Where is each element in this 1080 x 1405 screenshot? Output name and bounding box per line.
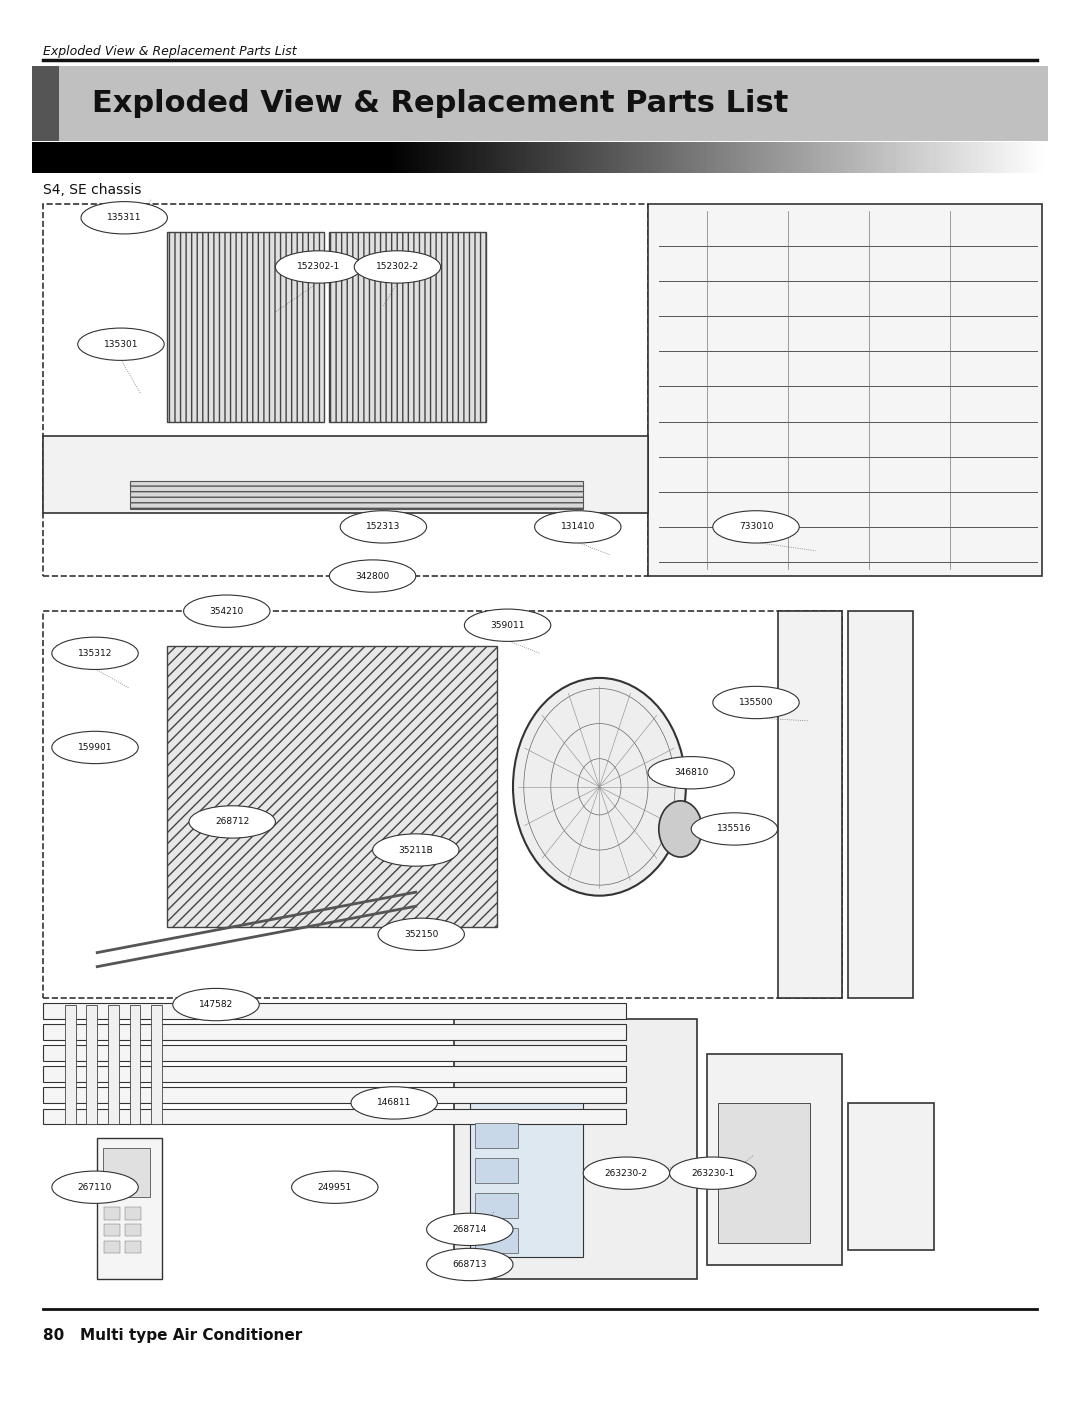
Text: 159901: 159901 <box>78 743 112 752</box>
Text: 135516: 135516 <box>717 825 752 833</box>
Text: 131410: 131410 <box>561 523 595 531</box>
Text: 733010: 733010 <box>739 523 773 531</box>
Bar <box>475 1193 518 1218</box>
Ellipse shape <box>78 329 164 361</box>
Bar <box>97 1138 162 1279</box>
Bar <box>104 1224 120 1236</box>
Ellipse shape <box>354 250 441 284</box>
Bar <box>125 1224 141 1236</box>
Bar <box>848 1103 934 1250</box>
Bar <box>43 204 648 576</box>
Text: 146811: 146811 <box>377 1099 411 1107</box>
Bar <box>103 1148 150 1197</box>
Text: 135312: 135312 <box>78 649 112 658</box>
Ellipse shape <box>513 679 686 896</box>
Bar <box>475 1158 518 1183</box>
Ellipse shape <box>275 250 362 284</box>
Bar <box>470 1096 583 1257</box>
Text: 152302-2: 152302-2 <box>376 263 419 271</box>
Text: 80   Multi type Air Conditioner: 80 Multi type Air Conditioner <box>43 1328 302 1343</box>
Ellipse shape <box>189 806 275 837</box>
Bar <box>151 1005 162 1124</box>
Ellipse shape <box>583 1158 670 1189</box>
Bar <box>130 1005 140 1124</box>
Bar <box>104 1241 120 1253</box>
Bar <box>43 1066 626 1082</box>
Text: 263230-1: 263230-1 <box>691 1169 734 1177</box>
Text: 135311: 135311 <box>107 214 141 222</box>
Ellipse shape <box>659 801 702 857</box>
Text: 359011: 359011 <box>490 621 525 629</box>
Text: 352150: 352150 <box>404 930 438 939</box>
Bar <box>475 1123 518 1148</box>
Text: 668713: 668713 <box>453 1260 487 1269</box>
Bar <box>43 1045 626 1061</box>
Ellipse shape <box>427 1213 513 1246</box>
FancyBboxPatch shape <box>32 66 59 140</box>
Bar <box>648 204 1042 576</box>
Ellipse shape <box>427 1249 513 1281</box>
Text: Indoor Unit: Indoor Unit <box>54 149 168 166</box>
Ellipse shape <box>378 919 464 951</box>
Text: 152302-1: 152302-1 <box>297 263 340 271</box>
Text: 346810: 346810 <box>674 769 708 777</box>
Ellipse shape <box>52 731 138 764</box>
Bar <box>475 1228 518 1253</box>
Bar <box>125 1207 141 1220</box>
Text: 268712: 268712 <box>215 818 249 826</box>
Bar <box>108 1005 119 1124</box>
Ellipse shape <box>535 511 621 544</box>
Ellipse shape <box>81 202 167 235</box>
Bar <box>130 481 583 509</box>
Text: Exploded View & Replacement Parts List: Exploded View & Replacement Parts List <box>92 89 788 118</box>
Bar <box>718 1103 810 1243</box>
Ellipse shape <box>713 511 799 544</box>
Text: 354210: 354210 <box>210 607 244 615</box>
Text: 35211B: 35211B <box>399 846 433 854</box>
Ellipse shape <box>713 687 799 719</box>
Ellipse shape <box>340 511 427 544</box>
Text: Exploded View & Replacement Parts List: Exploded View & Replacement Parts List <box>43 45 297 58</box>
Ellipse shape <box>173 989 259 1020</box>
Ellipse shape <box>52 638 138 670</box>
Ellipse shape <box>184 596 270 628</box>
Bar <box>104 1207 120 1220</box>
Bar <box>43 1024 626 1040</box>
Ellipse shape <box>52 1172 138 1203</box>
Bar <box>454 1019 697 1279</box>
Bar <box>848 611 913 998</box>
Text: 263230-2: 263230-2 <box>605 1169 648 1177</box>
Text: S4, SE chassis: S4, SE chassis <box>43 183 141 197</box>
Text: 135301: 135301 <box>104 340 138 348</box>
Text: 267110: 267110 <box>78 1183 112 1191</box>
Text: 268714: 268714 <box>453 1225 487 1234</box>
Bar <box>43 436 648 513</box>
Bar <box>778 611 842 998</box>
Text: 135500: 135500 <box>739 698 773 707</box>
Ellipse shape <box>648 756 734 790</box>
Ellipse shape <box>351 1087 437 1118</box>
Ellipse shape <box>464 610 551 641</box>
Ellipse shape <box>670 1158 756 1189</box>
Bar <box>65 1005 76 1124</box>
Text: 147582: 147582 <box>199 1000 233 1009</box>
Bar <box>707 1054 842 1264</box>
Bar <box>43 1087 626 1103</box>
Text: 249951: 249951 <box>318 1183 352 1191</box>
Bar <box>125 1241 141 1253</box>
Bar <box>86 1005 97 1124</box>
Text: 342800: 342800 <box>355 572 390 580</box>
FancyBboxPatch shape <box>32 66 1048 140</box>
Bar <box>329 232 486 422</box>
Bar <box>43 611 842 998</box>
Text: 152313: 152313 <box>366 523 401 531</box>
Bar <box>43 1109 626 1124</box>
Ellipse shape <box>292 1172 378 1203</box>
Ellipse shape <box>691 812 778 846</box>
Bar <box>43 1003 626 1019</box>
Ellipse shape <box>329 559 416 593</box>
Ellipse shape <box>373 835 459 865</box>
Bar <box>167 646 497 927</box>
Bar <box>167 232 324 422</box>
